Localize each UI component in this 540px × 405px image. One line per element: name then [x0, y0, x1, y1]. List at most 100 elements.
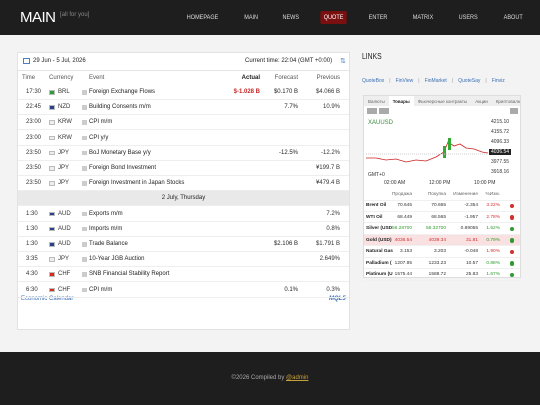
separator: | [389, 78, 391, 84]
importance [82, 257, 87, 262]
event-row: 23:50 JPY Foreign Bond Investment ¥199.7 B [18, 161, 349, 176]
nav-item[interactable]: MAIN [244, 14, 258, 21]
link-item[interactable]: FinView [395, 78, 414, 84]
quote-pct: 0.79% [486, 237, 500, 243]
quote-pct: 2.78% [486, 214, 500, 220]
previous-value: $1.791 B [315, 241, 340, 247]
currency-flag [49, 257, 55, 262]
separator: | [418, 78, 420, 84]
nav-item[interactable]: NEWS [282, 14, 300, 21]
column-header-row: Time Currency Event Actual Forecast Previous [18, 71, 349, 86]
quote-row: Palladium (1207.95 1233.23 10.57 0.88% [364, 258, 520, 269]
previous-value: 10.9% [322, 104, 340, 111]
currency-flag [49, 287, 55, 293]
nav-item[interactable]: USERS [458, 14, 478, 21]
widget-tab[interactable]: Фьючерсные контракты [417, 98, 468, 104]
importance [82, 135, 87, 141]
link-item[interactable]: QuoteBox [362, 78, 385, 84]
event-name[interactable]: Building Consents m/m [89, 104, 151, 111]
widget-tab[interactable]: Товары [388, 96, 414, 106]
importance [82, 150, 87, 156]
event-row: 1:30 AUD Trade Balance $2.106 B $1.791 B [18, 237, 349, 252]
event-name[interactable]: Trade Balance [89, 241, 128, 247]
event-row: 23:00 KRW CPI y/y [18, 131, 349, 146]
event-name[interactable]: Imports m/m [89, 225, 123, 232]
widget-tab[interactable]: Криптовалюты [495, 98, 520, 104]
event-name[interactable]: SNB Financial Stability Report [89, 271, 170, 278]
event-name[interactable]: CPI m/m [89, 119, 113, 126]
event-name[interactable]: CPI y/y [89, 134, 109, 141]
event-row: 1:30 AUD Exports m/m 7.2% [18, 207, 349, 222]
quote-pct: 3.22% [486, 203, 500, 208]
event-name[interactable]: Foreign Bond Investment [89, 165, 157, 171]
quote-indicator [509, 226, 514, 231]
event-time: 1:30 [26, 241, 38, 247]
event-time: 17:30 [26, 89, 42, 95]
quote-change: 31.81 [465, 237, 478, 243]
quote-buy: 68.565 [431, 214, 446, 220]
importance [82, 120, 87, 125]
quote-name[interactable]: WTI Oil [366, 214, 383, 220]
quote-name[interactable]: Natural Gas [366, 249, 393, 254]
currency: JPY [58, 165, 70, 171]
quote-change: -2.354 [464, 203, 478, 208]
widget-tab[interactable]: Валюты [368, 98, 385, 104]
price-level: 4096.33 [491, 139, 510, 145]
event-name[interactable]: Exports m/m [89, 210, 123, 217]
event-name[interactable]: 10-Year JGB Auction [89, 256, 145, 263]
actual-value: $-1.028 B [233, 89, 260, 95]
calendar-link[interactable]: Economic Calendar [21, 296, 74, 302]
nav-item[interactable]: MATRIX [413, 14, 434, 21]
quote-change: 0.89055 [460, 226, 478, 231]
quote-name[interactable]: Gold (USD) [366, 237, 392, 243]
event-name[interactable]: Foreign Investment in Japan Stocks [89, 180, 185, 187]
importance [82, 287, 87, 293]
date-range[interactable]: 29 Jun - 5 Jul, 2026 [33, 58, 86, 64]
quote-pct: 0.88% [486, 260, 500, 266]
previous-value: ¥479.4 B [315, 180, 340, 187]
currency-flag [49, 226, 55, 232]
currency: CHF [58, 286, 71, 293]
footer-text: ©2026 Compiled by [231, 375, 285, 381]
currency: AUD [58, 225, 71, 232]
quote-sell: 68.449 [397, 214, 412, 220]
event-name[interactable]: BoJ Monetary Base y/y [89, 149, 151, 156]
quote-name[interactable]: Silver (USD [366, 226, 393, 231]
link-item[interactable]: QuoteSay [458, 78, 481, 84]
nav-item[interactable]: HOMEPAGE [186, 14, 219, 21]
quote-pct: 1.90% [486, 249, 500, 254]
previous-value: 7.2% [326, 210, 340, 217]
widget-tab[interactable]: Акции [475, 98, 488, 104]
currency: NZD [58, 104, 71, 111]
quote-sell: 1207.95 [394, 260, 412, 266]
event-row: 1:30 AUD Imports m/m 0.8% [18, 222, 349, 237]
footer-link[interactable]: @admin [286, 375, 309, 381]
quote-indicator [509, 203, 514, 208]
event-name[interactable]: Foreign Exchange Flows [89, 89, 156, 95]
footer: ©2026 Compiled by @admin [0, 352, 540, 405]
settings-icon[interactable]: ⇅ [340, 58, 346, 65]
link-item[interactable]: Finviz [491, 78, 505, 84]
quote-name[interactable]: Brent Oil [366, 203, 387, 208]
event-name[interactable]: CPI m/m [89, 286, 113, 293]
quote-indicator [509, 272, 514, 277]
forecast-value: $0.170 B [273, 89, 298, 95]
tagline: [all for you] [60, 12, 90, 18]
currency-flag [49, 181, 55, 186]
day-row: 2 July, Thursday [18, 191, 349, 207]
brand[interactable]: MQL5 [329, 296, 346, 302]
quote-row: WTI Oil 68.449 68.565 -1.957 2.78% [364, 212, 520, 223]
event-time: 23:50 [26, 180, 42, 187]
logo[interactable]: MAIN [20, 9, 56, 26]
previous-value: -12.2% [320, 149, 340, 156]
link-item[interactable]: FinMarket [424, 78, 447, 84]
quote-name[interactable]: Palladium ( [366, 260, 392, 266]
quote-name[interactable]: Platinum (U [366, 272, 393, 277]
nav-item[interactable]: ENTER [369, 14, 388, 21]
quote-buy: 1233.23 [428, 260, 446, 266]
nav-item[interactable]: ABOUT [503, 14, 523, 21]
importance [82, 166, 87, 171]
nav-item[interactable]: QUOTE [320, 11, 348, 24]
previous-value: 2.649% [319, 256, 340, 263]
time-label: 02:00 AM [384, 180, 406, 186]
